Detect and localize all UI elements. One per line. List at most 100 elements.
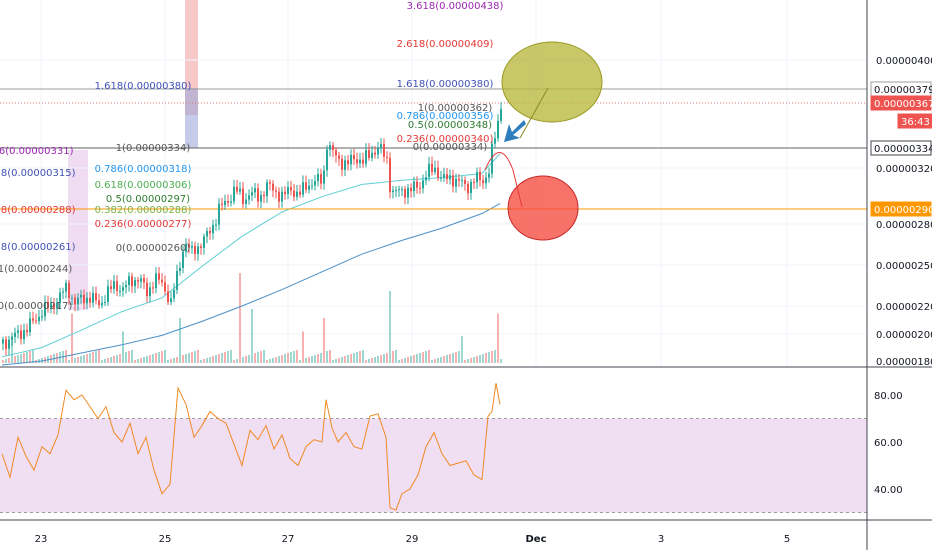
candle-body: [161, 279, 163, 283]
candle-body: [92, 293, 94, 303]
candle-body: [362, 159, 364, 164]
volume-bar: [26, 352, 28, 363]
candle-body: [329, 145, 331, 150]
volume-bar: [416, 354, 418, 363]
candle-body: [11, 336, 13, 340]
candle-body: [50, 303, 52, 308]
candle-body: [404, 189, 406, 198]
volume-bar: [221, 353, 223, 363]
candle-body: [227, 200, 229, 203]
candle-body: [419, 187, 421, 189]
volume-bar: [14, 356, 16, 363]
candle-body: [263, 194, 265, 197]
candle-body: [296, 191, 298, 197]
candle-body: [434, 167, 436, 173]
candle-body: [440, 177, 442, 179]
candle-body: [107, 286, 109, 302]
candle-body: [422, 180, 424, 189]
candle-body: [482, 180, 484, 184]
candle-body: [125, 284, 127, 288]
volume-bar: [476, 356, 478, 363]
candle-body: [38, 316, 40, 322]
candle-body: [191, 245, 193, 248]
volume-bar: [341, 357, 343, 363]
candle-body: [80, 294, 82, 298]
volume-bar: [182, 355, 184, 363]
volume-bar: [269, 359, 271, 363]
price-tag-label: 0.00000367: [874, 99, 932, 110]
volume-bar: [245, 356, 247, 363]
volume-bar: [500, 359, 502, 363]
candle-body: [344, 160, 346, 170]
volume-bar: [146, 356, 148, 363]
volume-bar: [419, 353, 421, 363]
candle-body: [347, 160, 349, 165]
rsi-line: [1, 383, 501, 511]
fib-label: 18(0.00000315): [0, 168, 76, 179]
candle-body: [32, 318, 34, 321]
volume-bar: [482, 354, 484, 363]
volume-bar: [113, 356, 115, 363]
volume-bar: [239, 273, 241, 363]
candle-body: [437, 167, 439, 178]
price-candles: [2, 102, 502, 356]
volume-bar: [176, 357, 178, 363]
blue-arrow-icon: [504, 120, 526, 142]
price-tick-label: 0.00000220: [876, 302, 932, 313]
candle-body: [221, 203, 223, 206]
time-axis[interactable]: 23 25 27 29 Dec 3 5: [35, 534, 791, 545]
rsi-axis[interactable]: 80.00 60.00 40.00: [874, 391, 903, 496]
volume-bar: [101, 360, 103, 363]
volume-bar: [89, 353, 91, 363]
candle-body: [290, 187, 292, 191]
fib-label: 18(0.00000288): [0, 205, 76, 216]
volume-bar: [77, 357, 79, 363]
volume-bar: [158, 352, 160, 363]
candle-body: [398, 189, 400, 191]
price-tick-label: 0.00000200: [876, 330, 932, 341]
fib-box-blue: [185, 88, 198, 148]
volume-bar: [218, 354, 220, 363]
candle-body: [74, 297, 76, 305]
volume-bar: [125, 352, 127, 363]
volume-bar: [491, 351, 493, 363]
volume-bar: [197, 350, 199, 363]
volume-bar: [173, 358, 175, 363]
price-tag-label: 36:43: [901, 117, 930, 128]
candle-body: [254, 188, 256, 193]
volume-bar: [200, 360, 202, 363]
volume-bar: [2, 360, 4, 363]
candle-body: [476, 171, 478, 183]
volume-bar: [371, 358, 373, 363]
volume-bar: [236, 359, 238, 363]
candle-body: [353, 154, 355, 160]
volume-bar: [92, 352, 94, 363]
candle-body: [479, 171, 481, 181]
rsi-tick-label: 60.00: [874, 438, 903, 449]
volume-bar: [278, 356, 280, 363]
candle-body: [17, 330, 19, 333]
candle-body: [308, 185, 310, 190]
candle-body: [275, 190, 277, 192]
candle-body: [152, 287, 154, 289]
candle-body: [317, 174, 319, 182]
candle-body: [401, 189, 403, 191]
price-tick-label: 0.00000180: [876, 357, 932, 368]
candle-body: [23, 330, 25, 340]
volume-bar: [212, 356, 214, 363]
volume-bar: [365, 360, 367, 363]
moving-averages: [1, 153, 501, 366]
fib-label: 0(0.00000217): [0, 301, 72, 312]
volume-bar: [356, 352, 358, 363]
time-tick-label: 29: [406, 534, 419, 545]
price-axis[interactable]: 0.00000400 0.00000320 0.00000280 0.00000250…: [876, 56, 932, 368]
volume-bar: [224, 352, 226, 363]
volume-bar: [284, 354, 286, 363]
target-ellipse-olive: [501, 41, 603, 123]
volume-bar: [251, 309, 253, 363]
price-tick-label: 0.00000280: [876, 220, 932, 231]
volume-bar: [149, 355, 151, 363]
volume-bar: [29, 351, 31, 363]
